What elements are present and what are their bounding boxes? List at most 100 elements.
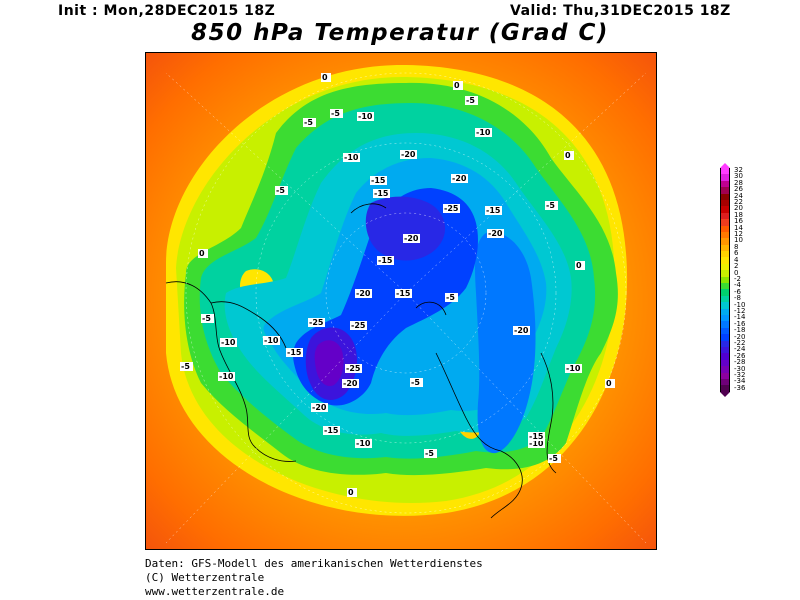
contour-label: -5 [303,118,316,127]
color-scale-swatch [720,225,730,232]
svg-text:-15: -15 [287,348,302,357]
color-scale-swatch [720,276,730,284]
color-scale-swatch [720,168,730,175]
contour-label: 0 [347,488,357,497]
svg-text:0: 0 [454,81,460,90]
svg-text:-10: -10 [219,372,234,381]
color-scale-swatch [720,212,730,220]
contour-label: -25 [350,321,367,330]
contour-label: -15 [370,176,387,185]
color-scale-tick-label: -24 [734,345,746,354]
contour-label: -10 [263,336,280,345]
svg-text:-20: -20 [452,174,467,183]
color-scale-tick-label: 12 [734,230,743,239]
svg-text:-5: -5 [276,186,285,195]
color-scale-tick-label: 28 [734,178,743,187]
color-scale-swatch [720,308,730,315]
contour-label: -5 [465,96,478,105]
svg-text:-10: -10 [356,439,371,448]
zone-siberia-cold [475,232,536,454]
contour-label: -15 [485,206,502,215]
contour-label: -10 [355,439,372,448]
color-scale-tick-label: -6 [734,287,741,296]
init-time-label: Init : Mon,28DEC2015 18Z [58,3,276,19]
color-scale-tick-label: -14 [734,313,746,322]
color-scale-top-arrow [720,163,730,168]
color-scale-tick-label: -30 [734,364,746,373]
svg-text:0: 0 [348,488,354,497]
lat-lon-grid [165,72,647,544]
color-scale-swatch [720,314,730,322]
color-scale-swatch [720,302,730,309]
color-scale-swatch [720,321,730,328]
color-scale-swatch [720,378,730,386]
svg-text:0: 0 [576,261,582,270]
svg-text:-15: -15 [324,426,339,435]
svg-text:0: 0 [565,151,571,160]
color-scale-tick-label: 10 [734,236,743,245]
color-scale-tick-label: -36 [734,383,746,392]
color-scale-bottom-arrow [720,391,730,397]
contour-label: -20 [355,289,372,298]
svg-text:-20: -20 [488,229,503,238]
contour-label: -25 [345,364,362,373]
contour-label: 0 [564,151,574,160]
svg-text:-10: -10 [344,153,359,162]
color-scale-swatch [720,340,730,347]
contour-label: 0 [321,73,331,82]
map-title: 850 hPa Temperatur (Grad C) [191,20,609,46]
svg-text:-10: -10 [566,364,581,373]
svg-text:-5: -5 [466,96,475,105]
svg-text:-15: -15 [374,189,389,198]
contour-label: -10 [565,364,582,373]
color-scale-tick-label: -28 [734,358,746,367]
svg-text:-10: -10 [358,112,373,121]
website-line: www.wetterzentrale.de [145,585,285,598]
color-scale-tick-label: -20 [734,332,746,341]
contour-label: -5 [330,109,343,118]
svg-text:-5: -5 [549,454,558,463]
svg-text:-5: -5 [446,293,455,302]
color-scale-tick-label: -2 [734,274,741,283]
contour-label: -5 [545,201,558,210]
color-scale-tick-label: 22 [734,198,743,207]
contour-label: -15 [323,426,340,435]
color-scale-tick-label: -8 [734,294,741,303]
color-scale-tick-label: -16 [734,319,746,328]
contour-label: -25 [308,318,325,327]
color-scale-tick-label: 16 [734,217,743,226]
contour-label: -5 [548,454,561,463]
contour-label: -10 [357,112,374,121]
svg-text:-20: -20 [404,234,419,243]
svg-text:0: 0 [606,379,612,388]
contour-label: -20 [342,379,359,388]
contour-labels: 0 0 0 0 0 0 0 -5 -5 -5 -5 -5 -5 -5 -5 -5… [180,73,615,497]
svg-text:-5: -5 [304,118,313,127]
color-scale-swatch [720,193,730,200]
svg-text:-15: -15 [529,432,544,441]
svg-text:-25: -25 [346,364,361,373]
temperature-map: 0 0 0 0 0 0 0 -5 -5 -5 -5 -5 -5 -5 -5 -5… [145,52,657,550]
contour-label: -20 [400,150,417,159]
color-scale-swatch [720,187,730,194]
svg-text:-15: -15 [486,206,501,215]
svg-text:-25: -25 [444,204,459,213]
color-scale-swatch [720,346,730,354]
contour-label: -10 [220,338,237,347]
color-scale-swatch [720,251,730,258]
color-scale-swatch [720,257,730,264]
svg-text:-5: -5 [181,362,190,371]
color-scale-tick-label: 8 [734,242,739,251]
contour-label: -5 [445,293,458,302]
color-scale-swatch [720,327,730,335]
svg-text:-20: -20 [356,289,371,298]
color-scale-swatch [720,385,730,392]
color-scale-tick-label: -12 [734,306,746,315]
contour-label: -10 [343,153,360,162]
svg-text:-10: -10 [221,338,236,347]
svg-text:-25: -25 [309,318,324,327]
color-scale-swatch [720,219,730,226]
svg-text:-25: -25 [351,321,366,330]
color-scale-swatch [720,283,730,290]
